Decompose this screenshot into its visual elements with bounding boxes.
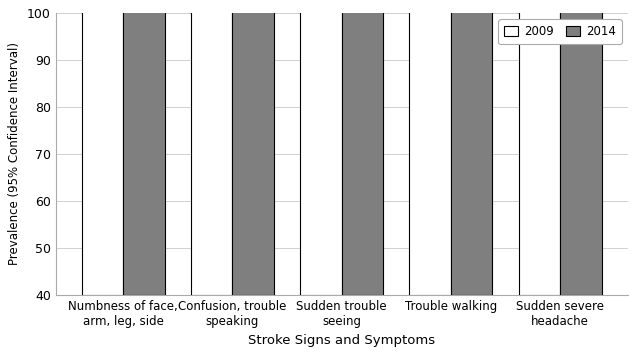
Bar [342, 0, 383, 295]
Bar [518, 0, 560, 295]
Bar [300, 0, 342, 295]
X-axis label: Stroke Signs and Symptoms: Stroke Signs and Symptoms [248, 334, 435, 347]
Bar [410, 0, 451, 295]
Bar [123, 0, 165, 295]
Legend: 2009, 2014: 2009, 2014 [499, 19, 622, 44]
Bar [560, 0, 602, 295]
Bar [191, 0, 232, 295]
Bar [81, 0, 123, 295]
Bar [232, 0, 274, 295]
Y-axis label: Prevalence (95% Confidence Interval): Prevalence (95% Confidence Interval) [8, 43, 22, 266]
Bar [451, 0, 492, 295]
